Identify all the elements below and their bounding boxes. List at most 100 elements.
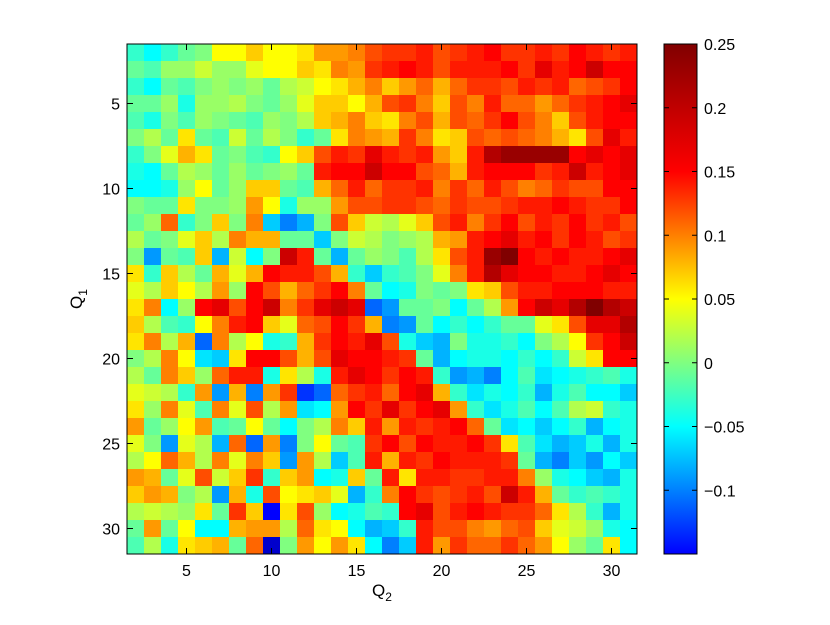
heatmap-cell [297,384,315,402]
heatmap-cell [450,129,468,147]
heatmap-cell [416,537,434,555]
heatmap-cell [484,265,502,283]
heatmap-cell [450,452,468,470]
heatmap-cell [280,486,298,504]
heatmap-cell [280,418,298,436]
heatmap-cell [552,316,570,334]
heatmap-cell [144,520,162,538]
heatmap-cell [569,44,587,62]
heatmap-cell [433,146,451,164]
heatmap-cell [212,435,230,453]
heatmap-cell [229,316,247,334]
heatmap-cell [229,61,247,79]
heatmap-cell [127,435,145,453]
heatmap-cell [620,78,638,96]
heatmap-cell [246,520,264,538]
heatmap-cell [161,248,179,266]
heatmap-cell [246,248,264,266]
heatmap-cell [569,78,587,96]
heatmap-cell [620,112,638,130]
heatmap-cell [127,469,145,487]
heatmap-cell [433,248,451,266]
heatmap-cell [399,537,417,555]
heatmap-cell [620,486,638,504]
heatmap-cell [161,61,179,79]
heatmap-cell [433,299,451,317]
heatmap-cell [569,350,587,368]
heatmap-cell [603,350,621,368]
heatmap-cell [450,435,468,453]
heatmap-cell [501,333,519,351]
heatmap-cell [569,61,587,79]
heatmap-cell [586,503,604,521]
heatmap-cell [382,333,400,351]
heatmap-cell [127,401,145,419]
heatmap-cell [552,520,570,538]
heatmap-cell [535,299,553,317]
heatmap-cell [569,333,587,351]
heatmap-cell [399,265,417,283]
heatmap-cell [433,112,451,130]
heatmap-cell [195,486,213,504]
heatmap-cell [620,180,638,198]
heatmap-cell [552,231,570,249]
heatmap-cell [314,401,332,419]
heatmap-cell [620,452,638,470]
heatmap-cell [348,129,366,147]
heatmap-cell [501,520,519,538]
heatmap-cell [518,78,536,96]
heatmap-cell [620,214,638,232]
heatmap-cell [569,401,587,419]
y-tick-label: 30 [102,522,120,539]
heatmap-cell [552,44,570,62]
heatmap-cell [603,537,621,555]
heatmap-cell [620,248,638,266]
heatmap-cell [433,384,451,402]
heatmap-cell [552,418,570,436]
heatmap-cell [229,384,247,402]
heatmap-cell [297,44,315,62]
heatmap-cell [195,44,213,62]
heatmap-cell [484,231,502,249]
heatmap-cell [212,333,230,351]
heatmap-cell [348,231,366,249]
heatmap-cell [195,537,213,555]
heatmap-cell [212,197,230,215]
heatmap-cell [127,537,145,555]
heatmap-cell [620,316,638,334]
heatmap-cell [280,367,298,385]
heatmap-cell [433,163,451,181]
heatmap-cell [280,231,298,249]
heatmap-cell [620,282,638,300]
heatmap-cell [263,163,281,181]
heatmap-cell [586,299,604,317]
heatmap-cell [467,163,485,181]
heatmap-cell [161,384,179,402]
heatmap-cell [127,112,145,130]
x-axis-label-subscript: 2 [385,590,392,604]
x-tick-label: 20 [433,563,451,580]
heatmap-cells [127,44,638,555]
heatmap-cell [382,163,400,181]
heatmap-cell [331,452,349,470]
heatmap-cell [586,95,604,113]
heatmap-cell [348,520,366,538]
heatmap-cell [178,44,196,62]
heatmap-cell [161,350,179,368]
heatmap-cell [586,231,604,249]
heatmap-cell [365,435,383,453]
heatmap-cell [178,299,196,317]
heatmap-cell [246,146,264,164]
heatmap-cell [229,78,247,96]
heatmap-cell [552,78,570,96]
heatmap-cell [314,163,332,181]
heatmap-cell [331,231,349,249]
heatmap-cell [535,367,553,385]
heatmap-cell [195,129,213,147]
heatmap-cell [620,520,638,538]
heatmap-cell [127,333,145,351]
heatmap-cell [620,95,638,113]
heatmap-cell [144,418,162,436]
heatmap-cell [416,367,434,385]
heatmap-cell [603,384,621,402]
